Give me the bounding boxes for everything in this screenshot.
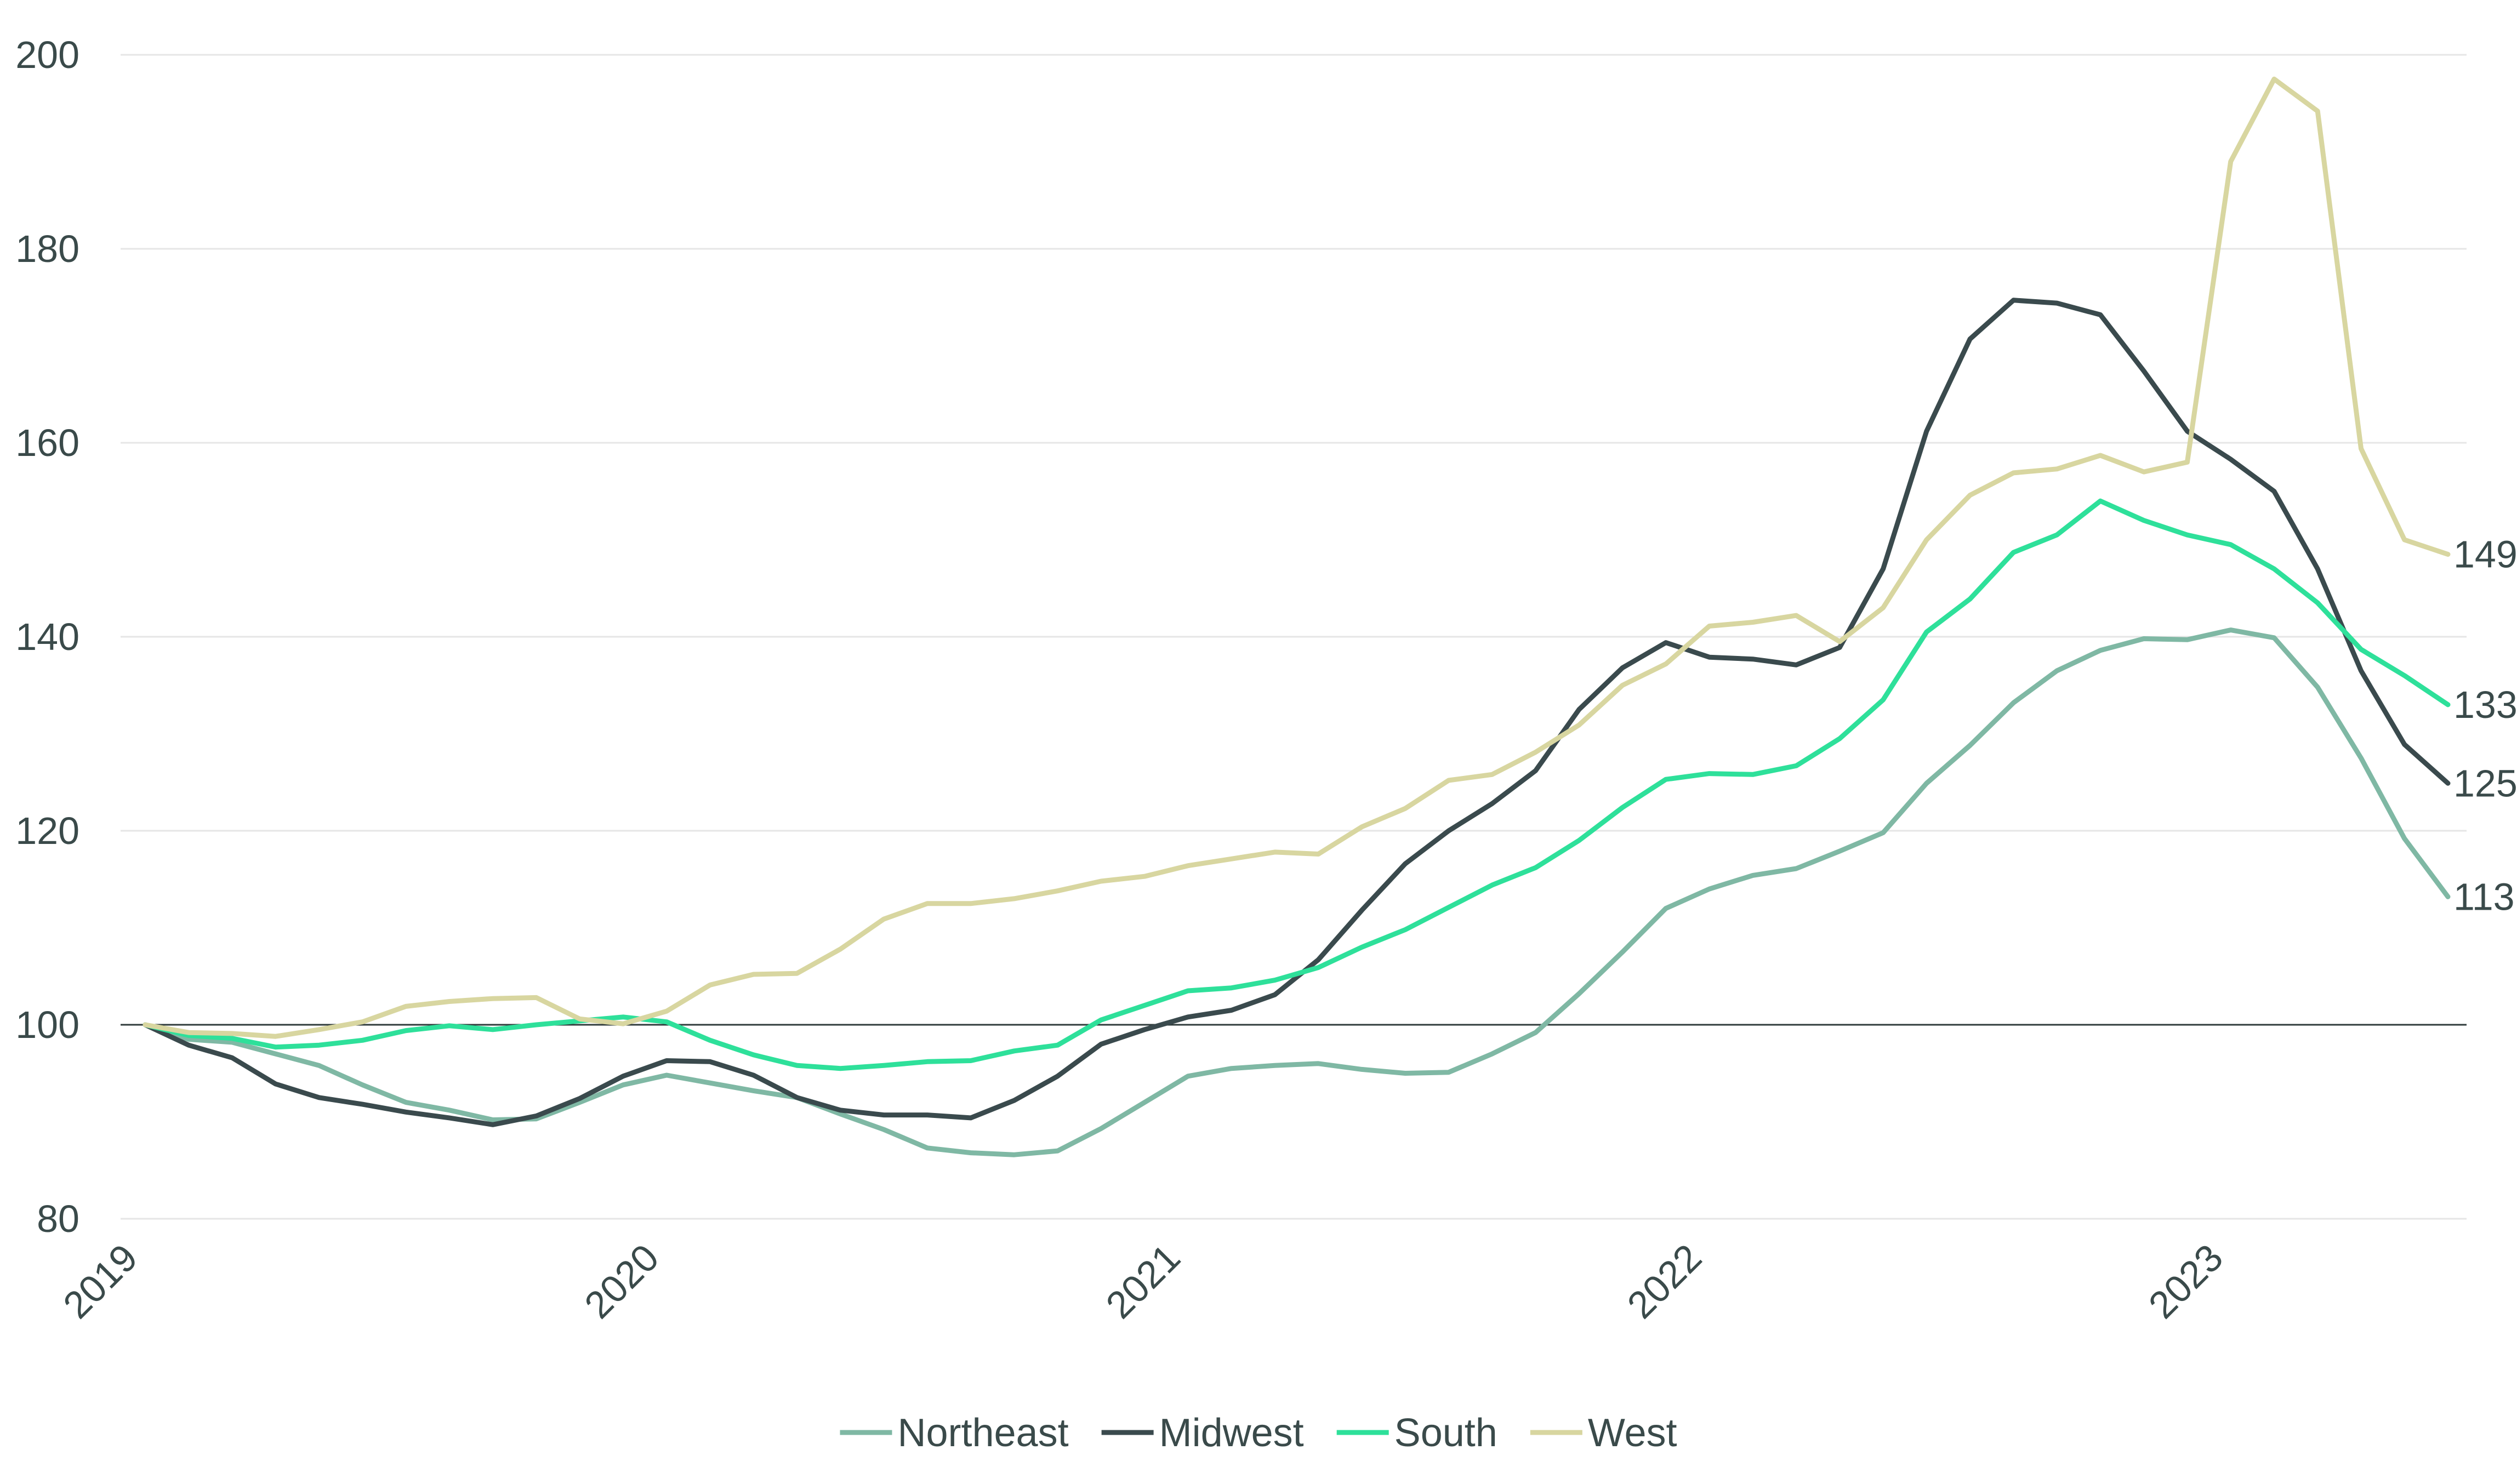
- y-tick-label: 200: [15, 33, 79, 76]
- end-label-northeast: 113: [2453, 875, 2515, 918]
- y-tick-label: 160: [15, 421, 79, 464]
- series-line-northeast: [143, 627, 2451, 1157]
- legend-label-west: West: [1588, 1411, 1677, 1455]
- legend-label-south: South: [1394, 1411, 1497, 1455]
- y-axis-tick-labels: 80 100 120 140 160 180 200: [15, 33, 79, 1240]
- end-label-south: 133: [2453, 683, 2517, 726]
- x-tick-label: 2022: [1619, 1236, 1710, 1326]
- y-tick-label: 140: [15, 615, 79, 658]
- end-label-midwest: 125: [2453, 762, 2517, 804]
- series-line-south: [143, 498, 2451, 1071]
- legend-label-midwest: Midwest: [1159, 1411, 1304, 1455]
- series-line-midwest: [143, 298, 2451, 1127]
- legend-item-midwest: Midwest: [1101, 1411, 1304, 1455]
- gridlines: [121, 54, 2467, 1220]
- end-value-labels: 113 125 133 149: [2453, 533, 2517, 918]
- y-tick-label: 120: [15, 809, 79, 852]
- x-tick-label: 2023: [2140, 1236, 2231, 1326]
- y-tick-label: 100: [15, 1003, 79, 1046]
- y-tick-label: 180: [15, 227, 79, 270]
- y-tick-label: 80: [37, 1197, 79, 1240]
- end-label-west: 149: [2453, 533, 2517, 576]
- legend-label-northeast: Northeast: [897, 1411, 1068, 1455]
- x-tick-label: 2020: [577, 1236, 667, 1326]
- legend-item-northeast: Northeast: [840, 1411, 1069, 1455]
- x-tick-label: 2019: [55, 1236, 145, 1326]
- legend-item-west: West: [1530, 1411, 1677, 1455]
- x-tick-label: 2021: [1098, 1236, 1188, 1326]
- x-axis-tick-labels: 2019 2020 2021 2022 2023: [55, 1236, 2231, 1326]
- series-line-west: [143, 76, 2451, 1039]
- legend: Northeast Midwest South West: [840, 1411, 1677, 1455]
- series-lines: [143, 76, 2451, 1157]
- legend-item-south: South: [1336, 1411, 1497, 1455]
